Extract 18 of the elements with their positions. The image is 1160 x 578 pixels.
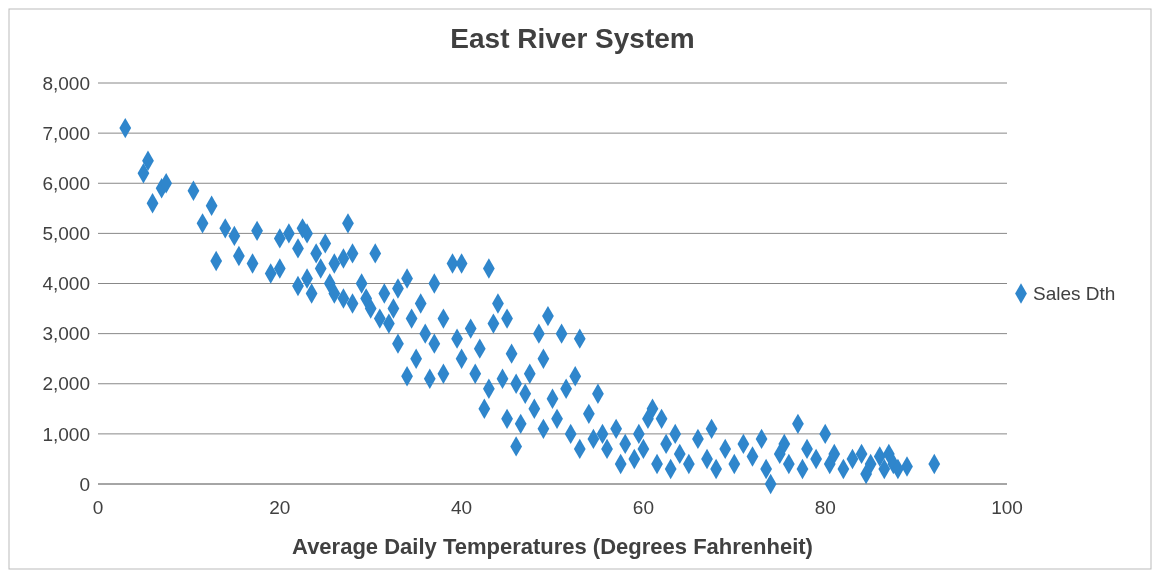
y-tick-label: 6,000 — [42, 172, 90, 194]
legend-label: Sales Dth — [1033, 283, 1116, 305]
y-tick-label: 7,000 — [42, 122, 90, 144]
y-tick-label: 1,000 — [42, 423, 90, 445]
chart-title: East River System — [450, 23, 695, 54]
y-tick-label: 8,000 — [42, 72, 90, 94]
x-tick-label: 60 — [632, 497, 654, 518]
y-tick-label: 0 — [79, 473, 90, 495]
x-tick-label: 20 — [269, 497, 291, 518]
x-tick-label: 0 — [92, 497, 104, 518]
x-tick-label: 80 — [814, 497, 836, 518]
y-tick-label: 5,000 — [42, 223, 90, 245]
y-tick-label: 4,000 — [42, 273, 90, 295]
x-tick-label: 100 — [991, 497, 1023, 518]
y-tick-label: 3,000 — [42, 323, 90, 345]
x-axis-title: Average Daily Temperatures (Degrees Fahrenheit) — [292, 534, 813, 559]
x-tick-label: 40 — [451, 497, 473, 518]
y-tick-label: 2,000 — [42, 373, 90, 395]
